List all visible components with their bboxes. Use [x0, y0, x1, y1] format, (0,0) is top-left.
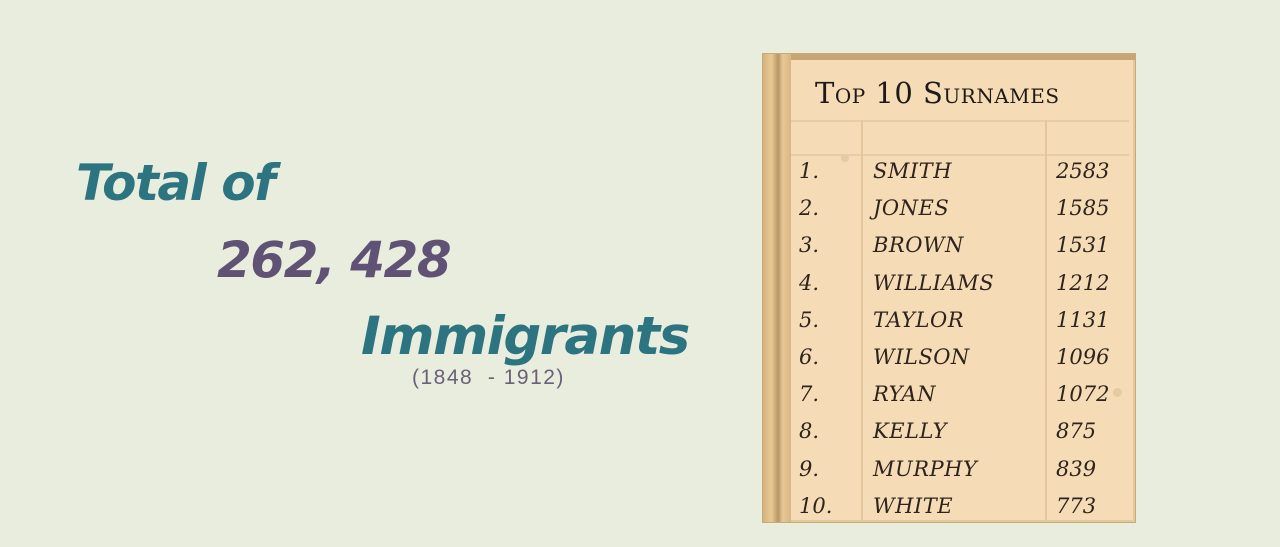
surname-row: 9. MURPHY 839 [791, 451, 1129, 488]
ledger-top-edge [763, 54, 1135, 60]
paper-stain [1113, 388, 1122, 397]
surname: WHITE [873, 493, 954, 518]
surname: RYAN [873, 382, 936, 407]
surname-row: 3. BROWN 1531 [791, 227, 1129, 264]
surname-list: 1. SMITH 2583 2. JONES 1585 3. BROWN 153… [791, 153, 1129, 525]
rank: 6. [799, 344, 820, 369]
rank: 5. [799, 307, 820, 332]
ledger-binding [763, 54, 791, 522]
surname-row: 6. WILSON 1096 [791, 339, 1129, 376]
surname: WILSON [873, 344, 970, 369]
surname: SMITH [873, 159, 953, 183]
surname: MURPHY [873, 456, 978, 481]
count: 1531 [1056, 233, 1110, 258]
count: 839 [1056, 456, 1097, 481]
count: 1212 [1056, 270, 1110, 295]
count: 1072 [1056, 382, 1110, 407]
surname-row: 1. SMITH 2583 [791, 153, 1129, 190]
ledger-header-rule [791, 154, 1129, 156]
rank: 7. [799, 382, 820, 407]
surname: TAYLOR [873, 307, 965, 332]
rank: 1. [799, 159, 820, 183]
surname-row: 10. WHITE 773 [791, 488, 1129, 525]
rank: 10. [799, 493, 833, 518]
headline-immigrants: Immigrants [361, 306, 690, 367]
surname-row: 2. JONES 1585 [791, 190, 1129, 227]
surname: KELLY [873, 419, 947, 444]
year-range: (1848 - 1912) [412, 366, 565, 389]
count: 773 [1056, 493, 1097, 518]
count: 1096 [1056, 344, 1110, 369]
surname: JONES [873, 196, 950, 221]
count: 1131 [1056, 307, 1110, 332]
count: 2583 [1056, 159, 1110, 183]
surname-row: 4. WILLIAMS 1212 [791, 265, 1129, 302]
rank: 3. [799, 233, 820, 258]
rank: 9. [799, 456, 820, 481]
surname-row: 7. RYAN 1072 [791, 376, 1129, 413]
ledger-column-rule [861, 120, 863, 520]
headline-total-of: Total of [76, 154, 276, 212]
surname-row: 5. TAYLOR 1131 [791, 302, 1129, 339]
surname-row: 8. KELLY 875 [791, 413, 1129, 450]
count: 875 [1056, 419, 1097, 444]
headline-immigrant-count: 262, 428 [217, 231, 452, 289]
surname-ledger: Top 10 Surnames 1. SMITH 2583 2. JONES 1… [762, 53, 1136, 523]
rank: 8. [799, 419, 820, 444]
ledger-column-rule [1045, 120, 1047, 520]
ledger-title: Top 10 Surnames [815, 76, 1060, 110]
surname: WILLIAMS [873, 270, 995, 295]
count: 1585 [1056, 196, 1110, 221]
ledger-header-rule [791, 120, 1129, 122]
rank: 4. [799, 270, 820, 295]
surname: BROWN [873, 233, 964, 258]
paper-stain [841, 154, 849, 162]
rank: 2. [799, 196, 820, 221]
